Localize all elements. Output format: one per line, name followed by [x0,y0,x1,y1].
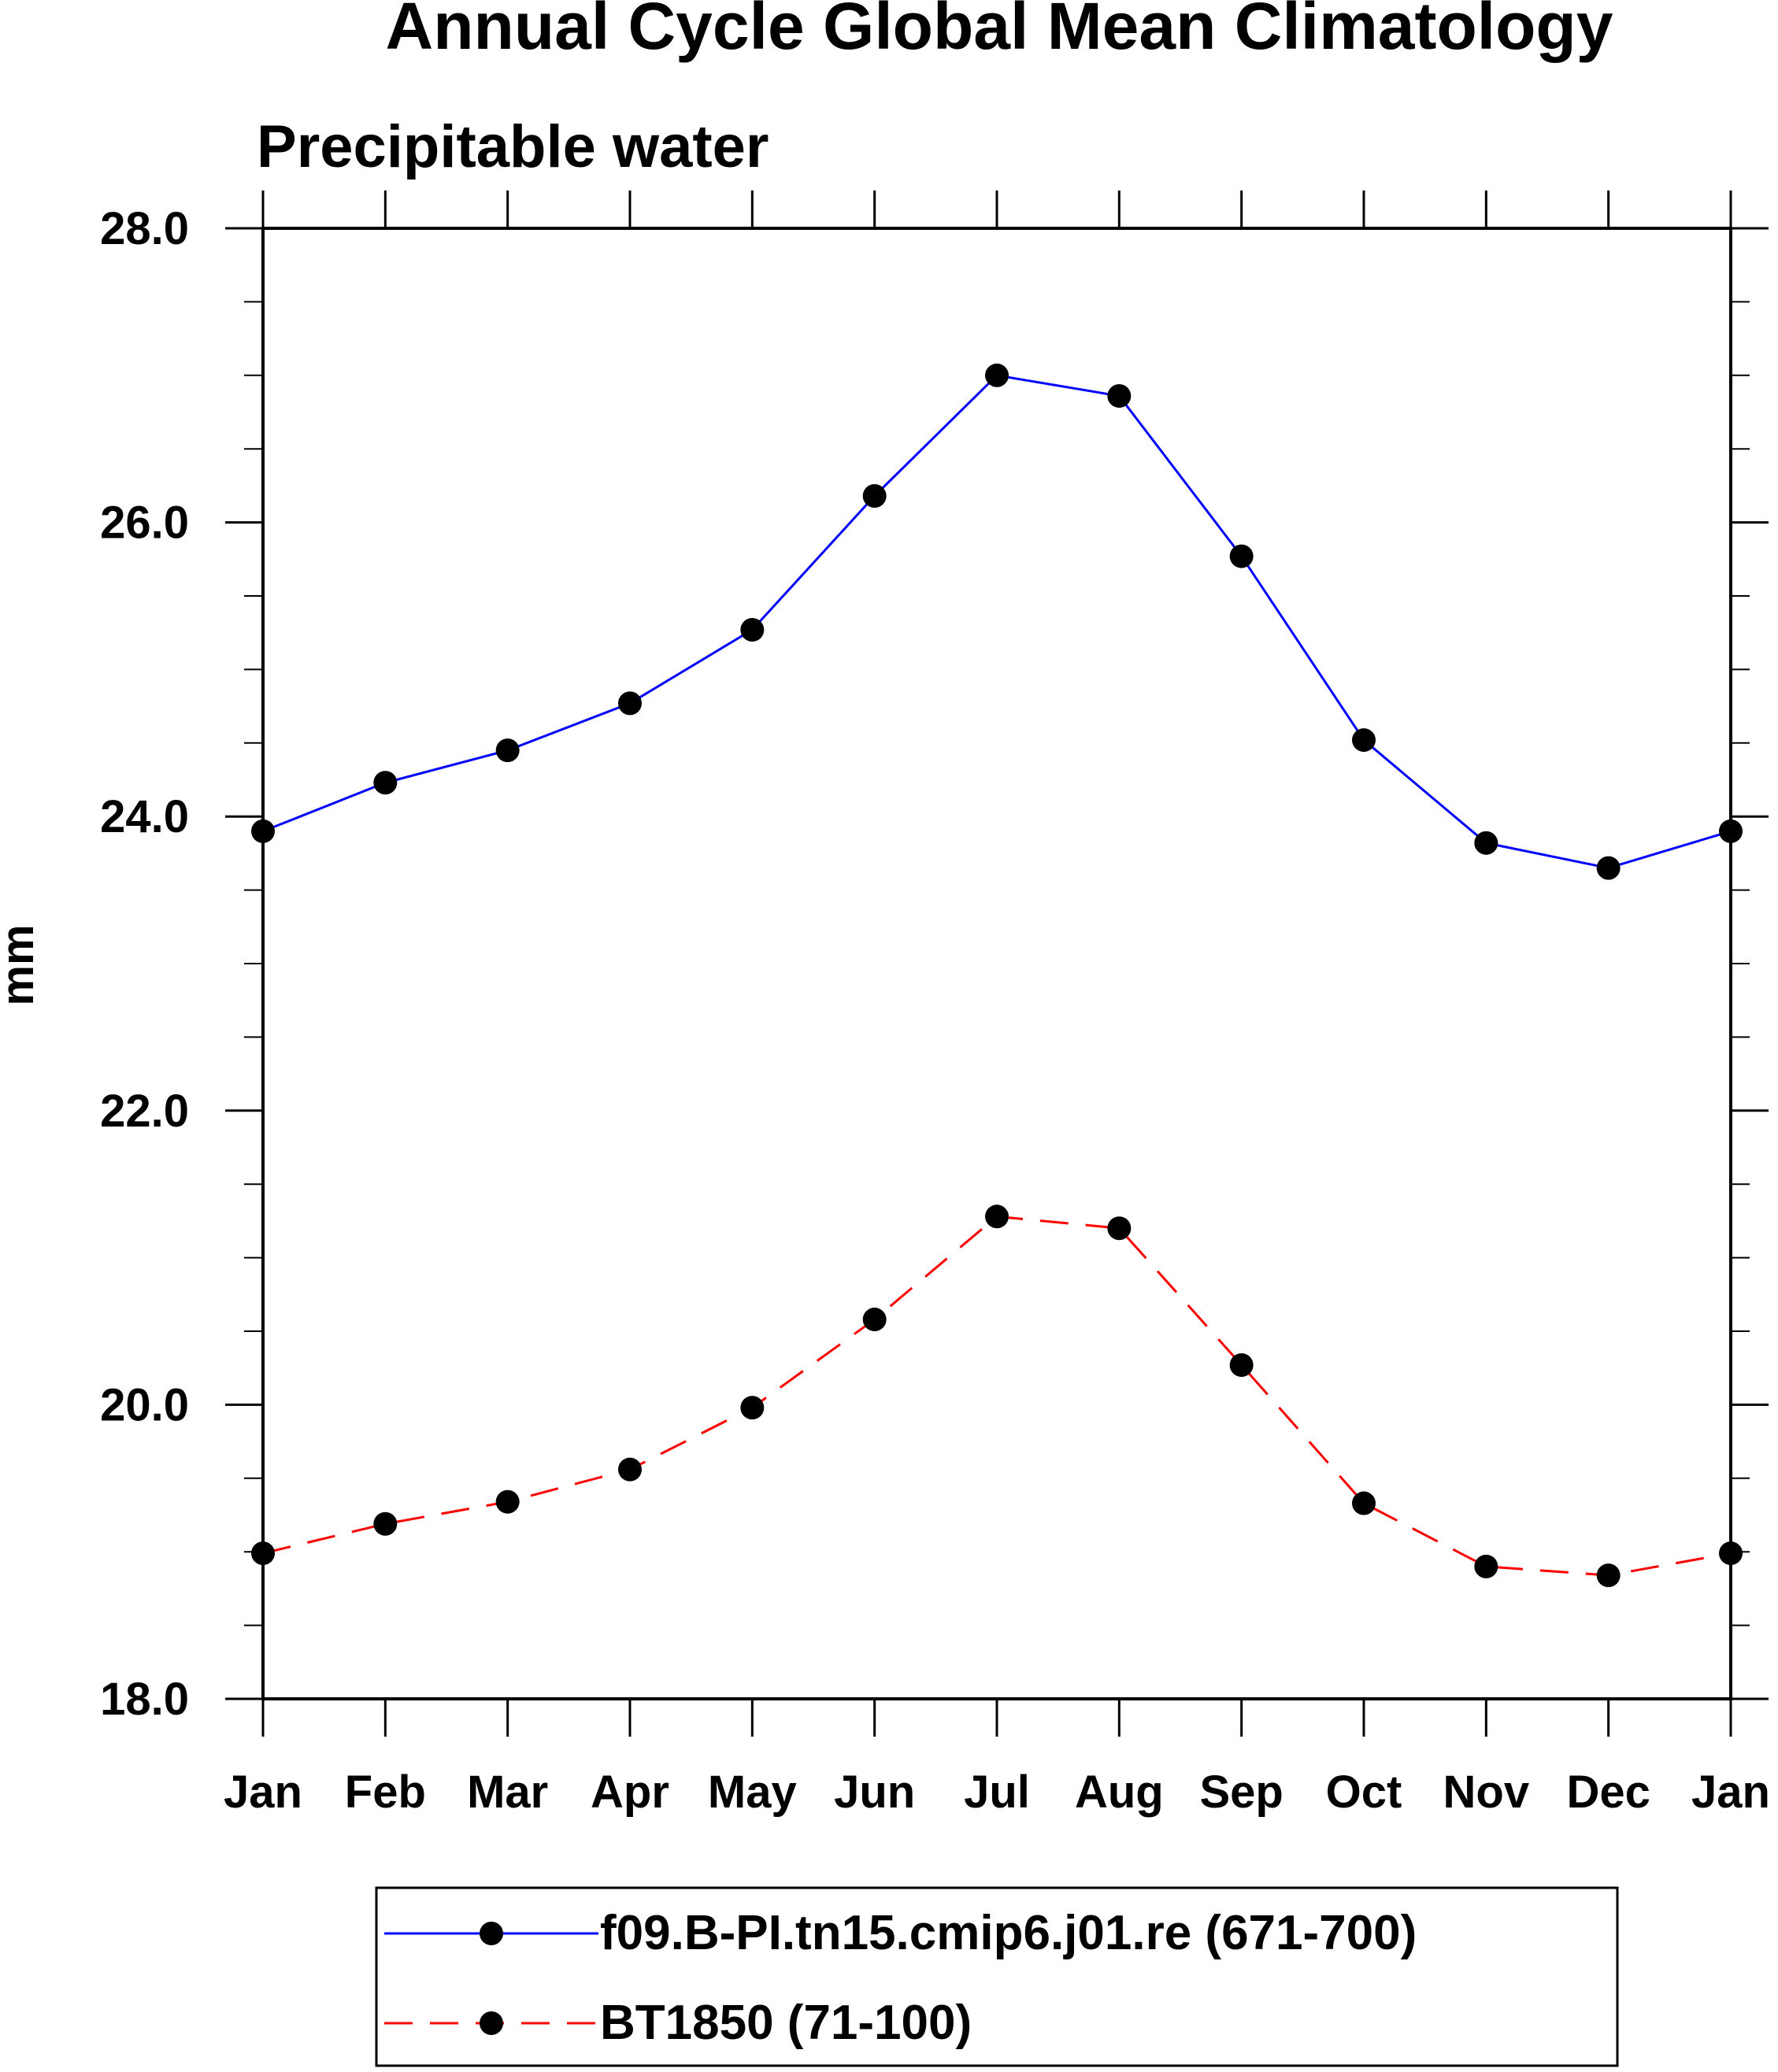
series-1-point [1596,1563,1621,1588]
series-line-0 [262,374,1732,870]
y-tick-label: 26.0 [100,498,189,549]
series-0-point [1229,544,1254,568]
series-1-point [1107,1216,1132,1241]
series-0-point [1352,728,1376,753]
chart-subtitle: Precipitable water [257,113,769,180]
x-tick-label: Feb [345,1767,426,1818]
series-0-point [495,738,520,763]
series-1-point [862,1308,887,1332]
legend-box [375,1886,1619,2067]
series-layer [251,363,1743,1588]
series-1-point [373,1511,398,1536]
tick-labels: 18.0 20.0 22.0 24.0 26.0 28.0 Jan Feb Mar Apr May J… [100,203,1770,1818]
axis-ticks [225,191,1769,1737]
series-1-point [618,1457,642,1482]
legend-marker-1 [480,2011,503,2035]
series-1-point [1229,1352,1254,1377]
legend: f09.B-PI.tn15.cmip6.j01.re (671-700) BT18… [375,1886,1619,2067]
x-tick-label: Mar [467,1767,548,1818]
x-tick-label: Jan [1691,1767,1770,1818]
plot-frame [261,227,1732,1700]
series-0-point [1107,383,1132,408]
series-1-point [1719,1541,1743,1566]
y-axis-label: mm [0,924,43,1005]
series-0-point [373,771,398,795]
chart-title: Annual Cycle Global Mean Climatology [386,0,1613,63]
series-0-point [862,483,887,508]
series-0-point [1596,856,1621,880]
x-tick-label: Oct [1326,1767,1402,1818]
x-tick-label: Aug [1075,1767,1164,1818]
legend-label-1: BT1850 (71-100) [600,1996,972,2050]
x-tick-label: Sep [1199,1767,1283,1818]
series-1-point [251,1541,275,1566]
series-0-point [740,617,765,642]
y-tick-label: 24.0 [100,791,189,842]
series-1-point [495,1489,520,1514]
x-tick-label: Jun [834,1767,915,1818]
x-tick-label: Apr [591,1767,669,1818]
y-tick-label: 22.0 [100,1086,189,1137]
series-0-point [251,819,275,843]
series-1-point [1352,1491,1376,1515]
y-tick-label: 20.0 [100,1379,189,1430]
series-1-point [985,1204,1009,1229]
y-tick-label: 28.0 [100,203,189,254]
series-0-point [618,691,642,716]
series-1-point [1474,1554,1498,1578]
legend-label-0: f09.B-PI.tn15.cmip6.j01.re (671-700) [600,1906,1417,1960]
series-0-point [1474,831,1498,855]
series-line-1 [262,1215,1732,1577]
x-tick-label: Jul [964,1767,1030,1818]
x-tick-label: Dec [1566,1767,1650,1818]
series-0-point [985,363,1009,387]
x-tick-label: May [708,1767,797,1818]
y-tick-label: 18.0 [100,1674,189,1725]
x-tick-label: Jan [224,1767,302,1818]
series-1-point [740,1396,765,1420]
series-0-point [1719,819,1743,843]
legend-marker-0 [480,1922,503,1945]
x-tick-label: Nov [1443,1767,1530,1818]
